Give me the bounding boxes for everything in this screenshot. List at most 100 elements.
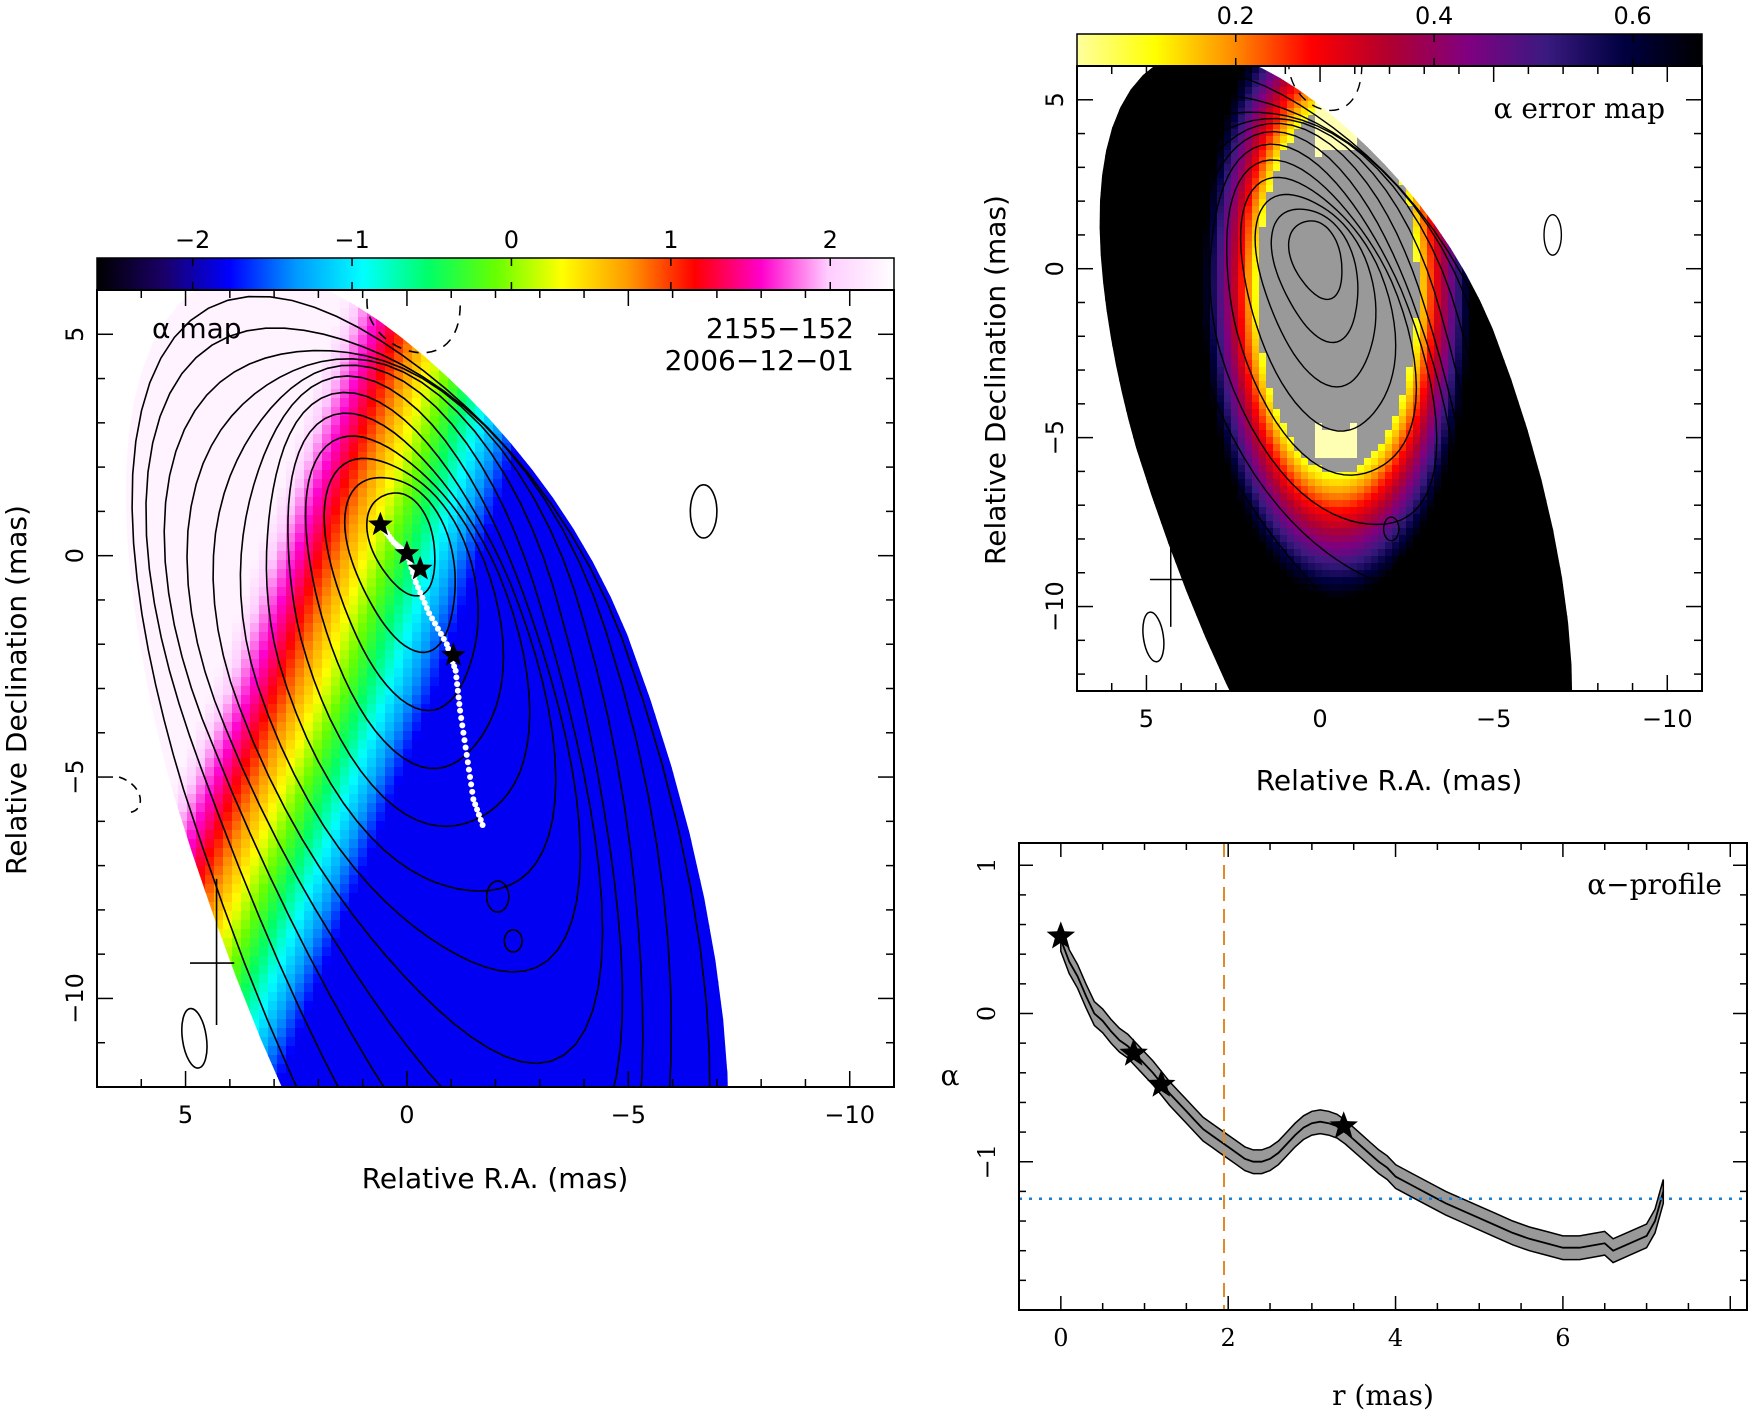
alpha-map-pixel [457, 353, 467, 363]
alpha-map-pixel [556, 848, 566, 858]
alpha-map-pixel [241, 1064, 251, 1074]
alpha-map-pixel [286, 866, 296, 876]
alpha-map-pixel [241, 407, 251, 417]
alpha-map-pixel [394, 335, 404, 345]
alpha-map-pixel [475, 524, 485, 534]
alpha-map-pixel [286, 308, 296, 318]
alpha-map-pixel [484, 641, 494, 651]
alpha-map-pixel [556, 902, 566, 912]
alpha-map-pixel [466, 749, 476, 759]
alpha-map-pixel [313, 758, 323, 768]
alpha-map-pixel [178, 650, 188, 660]
alpha-map-pixel [142, 1019, 152, 1029]
alpha-map-pixel [574, 344, 584, 354]
alpha-map-pixel [160, 452, 170, 462]
alpha-map-pixel [376, 821, 386, 831]
alpha-map-pixel [385, 983, 395, 993]
alpha-map-pixel [331, 488, 341, 498]
alpha-map-pixel [448, 803, 458, 813]
alpha-map-pixel [538, 425, 548, 435]
alpha-map-pixel [556, 974, 566, 984]
alpha-map-pixel [430, 857, 440, 867]
alpha-map-pixel [430, 794, 440, 804]
alpha-map-pixel [394, 398, 404, 408]
alpha-map-pixel [115, 380, 125, 390]
alpha-map-pixel [340, 641, 350, 651]
alpha-map-pixel [376, 794, 386, 804]
alpha-map-pixel [232, 947, 242, 957]
alpha-map-pixel [125, 677, 134, 687]
alpha-map-pixel [403, 938, 413, 948]
alpha-map-pixel [475, 668, 485, 678]
alpha-map-pixel [583, 434, 593, 444]
alpha-map-pixel [484, 1001, 494, 1011]
alpha-map-pixel [250, 767, 260, 777]
alpha-map-pixel [385, 857, 395, 867]
alpha-map-pixel [340, 686, 350, 696]
alpha-map-pixel [250, 812, 260, 822]
alpha-map-pixel [97, 524, 107, 534]
alpha-map-pixel [313, 299, 323, 309]
alpha-map-pixel [106, 659, 116, 669]
alpha-map-pixel [547, 704, 557, 714]
alpha-map-pixel [349, 425, 359, 435]
alpha-map-pixel [583, 335, 593, 345]
alpha-map-pixel [421, 353, 431, 363]
alpha-map-pixel [214, 695, 224, 705]
alpha-map-pixel [196, 461, 206, 471]
alpha-map-pixel [268, 785, 278, 795]
alpha-map-pixel [169, 821, 179, 831]
alpha-map-pixel [538, 668, 548, 678]
alpha-map-pixel [421, 614, 431, 624]
alpha-map-pixel [178, 758, 188, 768]
alpha-map-pixel [205, 1019, 215, 1029]
alpha-map-pixel [538, 911, 548, 921]
alpha-map-pixel [547, 830, 557, 840]
alpha-map-pixel [466, 551, 476, 561]
alpha-map-pixel [160, 398, 170, 408]
alpha-map-pixel [385, 398, 395, 408]
alpha-map-pixel [115, 614, 125, 624]
alpha-map-pixel [97, 569, 107, 579]
alpha-map-pixel [232, 992, 242, 1002]
alpha-map-pixel [520, 596, 530, 606]
alpha-map-pixel [340, 668, 350, 678]
alpha-map-pixel [349, 803, 359, 813]
alpha-map-pixel [376, 308, 386, 318]
alpha-map-pixel [448, 632, 458, 642]
alpha-map-pixel [538, 317, 548, 327]
alpha-map-pixel [502, 749, 512, 759]
alpha-map-pixel [97, 848, 107, 858]
alpha-map-pixel [223, 587, 233, 597]
alpha-map-pixel [358, 839, 368, 849]
alpha-map-pixel [457, 416, 467, 426]
alpha-map-pixel [475, 641, 485, 651]
alpha-map-pixel [529, 920, 539, 930]
alpha-map-pixel [340, 1055, 350, 1065]
alpha-map-pixel [313, 893, 323, 903]
alpha-map-pixel [106, 911, 116, 921]
alpha-map-pixel [367, 830, 377, 840]
alpha-map-pixel [142, 344, 152, 354]
alpha-map-pixel [295, 776, 305, 786]
alpha-map-pixel [214, 848, 224, 858]
alpha-map-pixel [358, 614, 368, 624]
alpha-map-pixel [286, 416, 296, 426]
alpha-map-pixel [592, 560, 602, 570]
alpha-map-pixel [340, 992, 350, 1002]
alpha-map-pixel [358, 659, 368, 669]
alpha-map-pixel [592, 452, 602, 462]
alpha-map-pixel [556, 407, 566, 417]
alpha-map-pixel [187, 956, 197, 966]
alpha-map-pixel [538, 866, 548, 876]
alpha-map-pixel [223, 848, 233, 858]
alpha-map-pixel [259, 569, 269, 579]
alpha-map-pixel [268, 479, 278, 489]
alpha-map-pixel [448, 1082, 458, 1087]
alpha-map-pixel [160, 893, 170, 903]
alpha-map-pixel [160, 695, 170, 705]
alpha-map-pixel [556, 812, 566, 822]
alpha-map-pixel [241, 767, 251, 777]
alpha-map-pixel [331, 524, 341, 534]
alpha-map-pixel [196, 875, 206, 885]
